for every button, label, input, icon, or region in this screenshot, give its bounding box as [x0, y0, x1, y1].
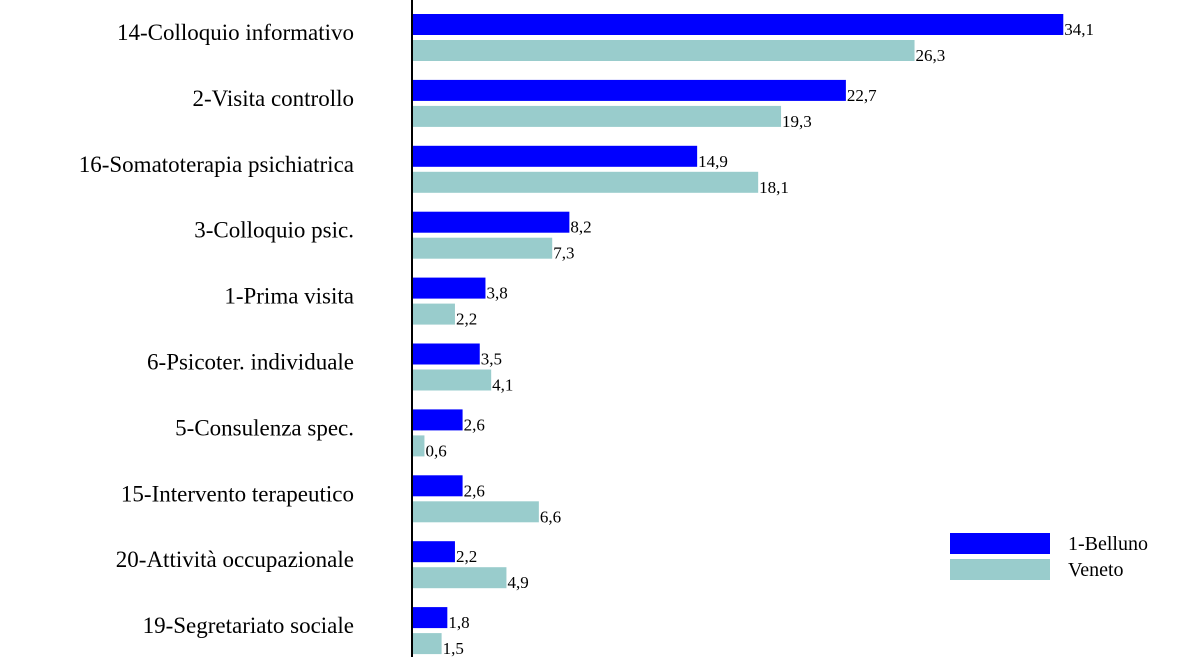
category-label: 14-Colloquio informativo: [117, 20, 354, 45]
category-label: 20-Attività occupazionale: [116, 547, 354, 572]
value-label: 2,2: [456, 547, 477, 566]
bar: [413, 171, 759, 193]
bar: [413, 79, 846, 101]
category-label: 6-Psicoter. individuale: [147, 350, 354, 375]
bar: [413, 277, 486, 299]
category-label: 2-Visita controllo: [192, 86, 354, 111]
bar: [413, 607, 448, 629]
value-label: 34,1: [1064, 20, 1094, 39]
legend-label: 1-Belluno: [1068, 533, 1148, 555]
value-label: 0,6: [425, 441, 446, 460]
value-label: 2,6: [464, 415, 485, 434]
value-label: 3,8: [486, 284, 507, 303]
value-label: 4,9: [507, 573, 528, 592]
value-label: 3,5: [481, 350, 502, 369]
category-label: 1-Prima visita: [224, 284, 354, 309]
bar: [413, 40, 915, 61]
value-label: 4,1: [492, 376, 513, 395]
category-label: 5-Consulenza spec.: [175, 415, 354, 440]
value-label: 14,9: [698, 152, 728, 171]
value-label: 2,2: [456, 310, 477, 329]
bar: [413, 567, 507, 589]
category-label: 16-Somatoterapia psichiatrica: [79, 152, 354, 177]
value-label: 7,3: [553, 244, 574, 263]
value-label: 22,7: [847, 86, 877, 105]
bar: [413, 633, 442, 655]
bar: [413, 237, 553, 259]
bar: [413, 369, 492, 391]
bar: [413, 409, 463, 431]
bar: [413, 14, 1064, 35]
bar: [413, 475, 463, 497]
value-label: 1,5: [443, 639, 464, 657]
bar: [413, 145, 698, 167]
value-label: 2,6: [464, 481, 485, 500]
bar: [413, 501, 539, 523]
category-label: 3-Colloquio psic.: [194, 218, 354, 243]
bar: [413, 211, 570, 233]
value-label: 26,3: [916, 46, 946, 65]
category-label: 19-Segretariato sociale: [143, 613, 354, 638]
category-label: 15-Intervento terapeutico: [121, 481, 354, 506]
bar: [413, 105, 782, 127]
legend-swatch: [950, 559, 1050, 580]
bar: [413, 435, 425, 457]
value-label: 8,2: [570, 218, 591, 237]
value-label: 6,6: [540, 507, 561, 526]
bar: [413, 541, 455, 563]
legend-swatch: [950, 533, 1050, 554]
legend-label: Veneto: [1068, 559, 1124, 581]
value-label: 19,3: [782, 112, 812, 131]
bar: [413, 303, 455, 325]
value-label: 1,8: [448, 613, 469, 632]
bar: [413, 343, 480, 365]
value-label: 18,1: [759, 178, 789, 197]
